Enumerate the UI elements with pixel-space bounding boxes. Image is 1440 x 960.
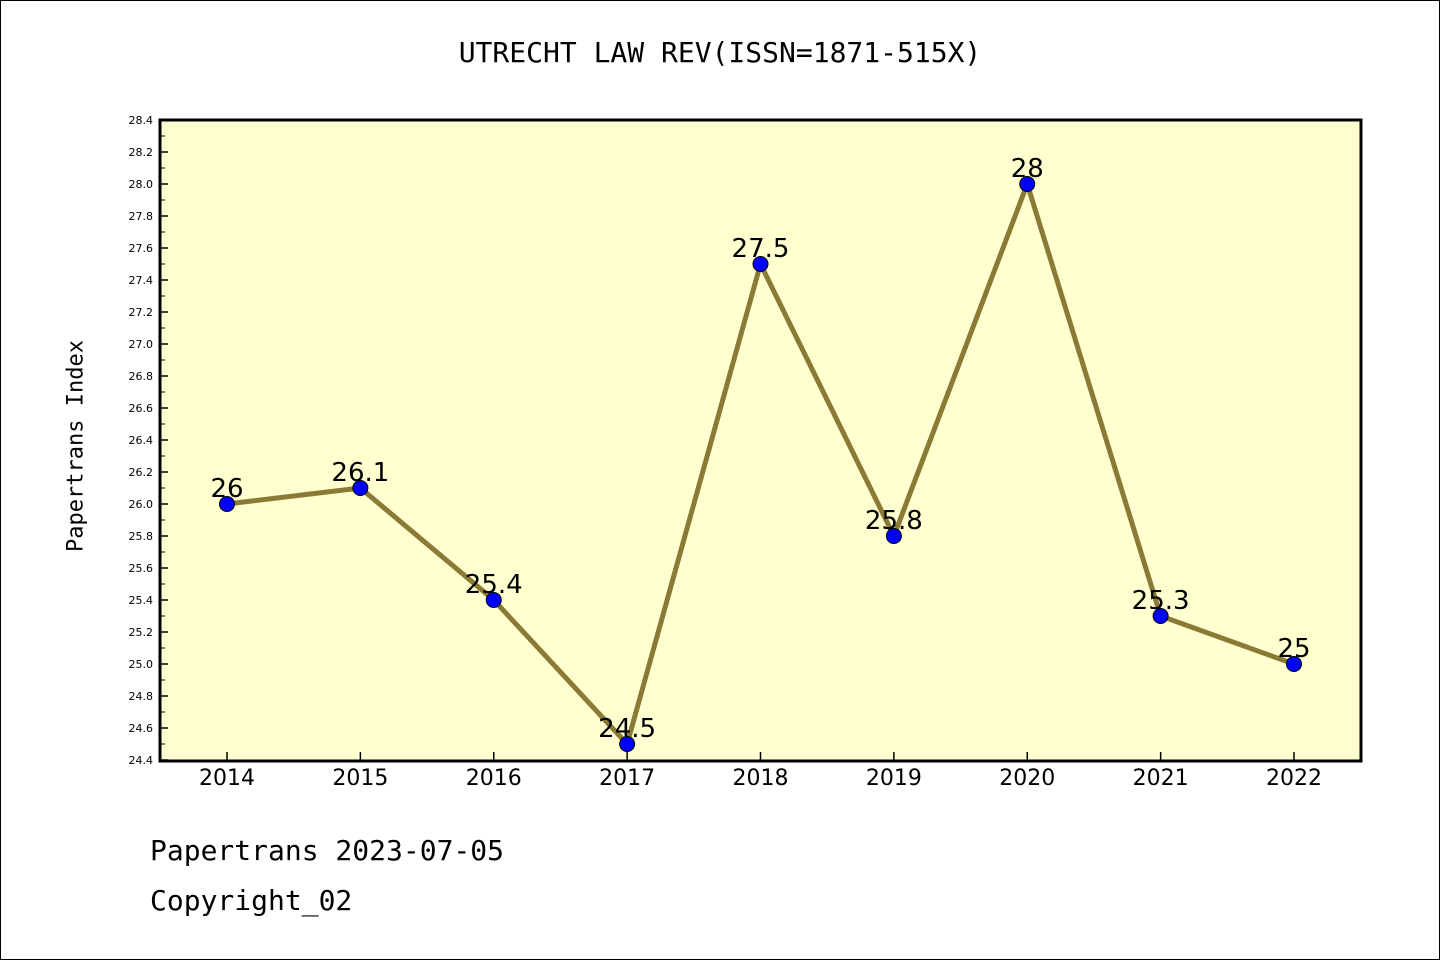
y-tick-label: 26.0 [129,498,154,511]
y-tick-label: 26.2 [129,466,154,479]
data-label: 25 [1277,634,1310,664]
data-label: 24.5 [598,714,656,744]
y-tick-label: 28.0 [129,178,154,191]
x-tick-label: 2017 [599,766,655,791]
y-tick-label: 28.2 [129,146,154,159]
y-tick-label: 24.8 [129,690,154,703]
data-label: 26 [210,474,243,504]
y-tick-label: 25.2 [129,626,154,639]
plot-area [158,118,1363,763]
x-axis-ticks: 2014 2015 2016 2017 2018 2019 2020 2021 2022 [199,752,1322,791]
x-tick-label: 2014 [199,766,255,791]
footer-copyright: Copyright_02 [150,884,353,917]
y-tick-label: 25.4 [129,594,154,607]
data-label: 28 [1011,154,1044,184]
data-point [219,496,235,512]
data-point [752,256,769,272]
x-tick-label: 2015 [332,766,388,791]
data-point [1152,608,1169,624]
y-tick-label: 24.6 [129,722,154,735]
data-label: 25.4 [465,570,523,600]
x-tick-label: 2022 [1266,766,1322,791]
y-tick-label: 27.2 [129,306,154,319]
y-tick-label: 24.4 [129,754,154,767]
data-point [1019,176,1036,192]
data-point [619,736,636,752]
y-axis-ticks: 24.4 24.6 24.8 25.0 25.2 25.4 25.6 25.8 26.0 26.2… [129,114,168,767]
data-label: 27.5 [732,234,790,264]
x-tick-label: 2016 [466,766,522,791]
y-tick-label: 25.0 [129,658,154,671]
y-tick-label: 25.6 [129,562,154,575]
data-point [485,592,502,608]
y-tick-label: 27.8 [129,210,154,223]
data-labels: 26 26.1 25.4 24.5 27.5 25.8 28 25.3 25 [210,154,1310,744]
y-tick-label: 28.4 [129,114,154,127]
y-tick-label: 27.6 [129,242,154,255]
y-tick-label: 26.8 [129,370,154,383]
y-tick-label: 26.4 [129,434,154,447]
footer-date: Papertrans 2023-07-05 [150,834,505,867]
y-tick-label: 26.6 [129,402,154,415]
data-point [352,480,369,496]
x-tick-label: 2019 [866,766,922,791]
y-tick-label: 27.0 [129,338,154,351]
data-point [1286,656,1302,672]
y-tick-label: 27.4 [129,274,154,287]
data-label: 25.3 [1132,586,1190,616]
x-tick-label: 2021 [1133,766,1189,791]
data-label: 26.1 [331,458,389,488]
x-tick-label: 2020 [999,766,1055,791]
data-label: 25.8 [865,506,923,536]
x-tick-label: 2018 [733,766,789,791]
data-markers [219,176,1302,752]
chart-title: UTRECHT LAW REV(ISSN=1871-515X) [458,36,982,69]
data-point [885,528,902,544]
y-tick-label: 25.8 [129,530,154,543]
